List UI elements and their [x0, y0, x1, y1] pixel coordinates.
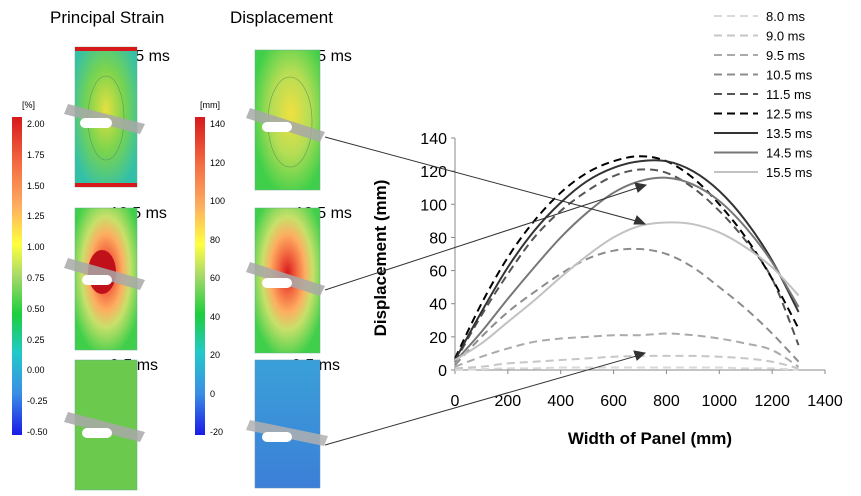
disp-colorbar-tick-label: 80: [210, 234, 221, 245]
disp-colorbar-tick-label: -20: [210, 427, 224, 437]
x-tick-label: 200: [495, 393, 522, 410]
pointer-arrows: [324, 136, 648, 446]
legend-label: 11.5 ms: [766, 87, 812, 102]
legend-label: 8.0 ms: [766, 9, 806, 24]
strain-cut-bar-3: [64, 412, 145, 442]
x-tick-label: 0: [451, 393, 460, 410]
y-tick-label: 60: [429, 264, 447, 281]
y-tick-label: 100: [420, 197, 447, 214]
strain-colorbar-tick-label: 1.50: [27, 180, 45, 191]
series-line-9-5-ms: [454, 332, 800, 368]
arrow-9-5: [324, 354, 641, 446]
x-tick-label: 1400: [807, 393, 843, 410]
strain-colorbar: [12, 117, 22, 435]
series-line-11-5-ms: [454, 168, 800, 363]
strain-colorbar-tick-label: 2.00: [27, 119, 45, 129]
x-tick-label: 400: [547, 393, 574, 410]
disp-colorbar-tick-label: 140: [210, 119, 226, 129]
y-tick-label: 140: [420, 131, 447, 148]
legend-label: 9.0 ms: [766, 29, 806, 44]
strain-colorbar-tick-label: 0.00: [27, 365, 45, 376]
strain-colorbar-tick-label: -0.50: [27, 427, 48, 437]
y-tick-label: 80: [429, 230, 447, 247]
disp-colorbar-tick-label: 0: [210, 388, 216, 399]
strain-cut-bar-1: [64, 104, 145, 134]
x-tick-label: 1000: [701, 393, 737, 410]
legend-label: 12.5 ms: [766, 107, 813, 122]
disp-cut-bar-3: [246, 420, 328, 446]
disp-colorbar-tick-label: 120: [210, 157, 226, 168]
x-tick-label: 1200: [754, 393, 790, 410]
arrowhead-12-5: [634, 182, 648, 193]
series-line-15-5-ms: [454, 221, 800, 361]
disp-colorbar: [195, 117, 205, 435]
disp-colorbar-tick-label: 40: [210, 311, 221, 322]
displacement-chart: 0 200 400 600 800 1000 1200 1400020406080100120…: [371, 9, 843, 448]
strain-colorbar-tick-label: 1.25: [27, 211, 45, 222]
strain-colorbar-unit: [%]: [22, 100, 36, 110]
legend-label: 14.5 ms: [766, 146, 813, 161]
arrow-15-5: [324, 136, 641, 223]
disp-cut-bar-2: [246, 262, 325, 296]
series-line-12-5-ms: [454, 155, 800, 359]
arrow-12-5: [324, 186, 641, 291]
series-line-14-5-ms: [454, 176, 800, 363]
x-tick-label: 600: [600, 393, 627, 410]
series-line-8-0-ms: [454, 366, 799, 371]
strain-colorbar-tick-label: 0.75: [27, 273, 45, 283]
legend-label: 10.5 ms: [766, 68, 813, 83]
series-line-10-5-ms: [454, 247, 800, 366]
strain-colorbar-tick-label: 0.25: [27, 334, 45, 345]
y-axis-label: Displacement (mm): [371, 180, 390, 337]
legend-label: 9.5 ms: [766, 48, 806, 63]
strain-colorbar-tick-label: -0.25: [27, 396, 48, 407]
principal-strain-title: Principal Strain: [50, 8, 165, 27]
arrowhead-15-5: [633, 215, 647, 225]
displacement-title: Displacement: [230, 8, 333, 27]
series-line-13-5-ms: [454, 159, 800, 361]
series-line-9-0-ms: [454, 354, 799, 370]
disp-colorbar-tick-label: 20: [210, 350, 221, 360]
strain-colorbar-tick-label: 1.75: [27, 149, 45, 160]
disp-colorbar-unit: [mm]: [200, 100, 220, 110]
arrowhead-9-5: [633, 350, 647, 361]
disp-colorbar-tick-label: 100: [210, 196, 226, 206]
y-tick-label: 40: [429, 297, 447, 314]
legend-label: 15.5 ms: [766, 165, 813, 180]
disp-colorbar-tick-label: 60: [210, 273, 221, 283]
disp-cut-bar-1: [246, 108, 325, 142]
y-tick-label: 20: [429, 330, 447, 347]
strain-cut-bar-2: [64, 258, 145, 290]
strain-colorbar-tick-label: 0.50: [27, 303, 45, 314]
x-axis-label: Width of Panel (mm): [568, 429, 732, 448]
x-tick-label: 800: [653, 393, 680, 410]
y-tick-label: 0: [438, 363, 447, 380]
strain-colorbar-tick-label: 1.00: [27, 242, 45, 253]
legend-label: 13.5 ms: [766, 126, 813, 141]
